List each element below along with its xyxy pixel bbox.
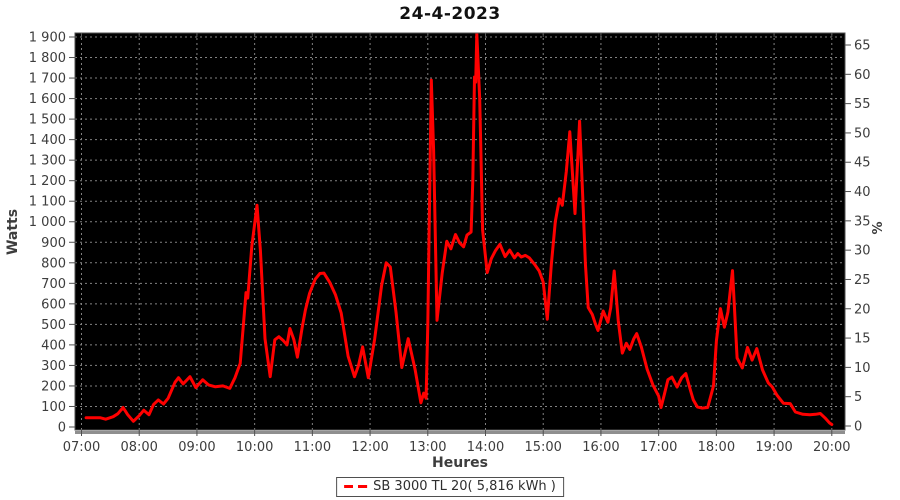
svg-text:600: 600 (41, 297, 66, 312)
svg-text:16:00: 16:00 (582, 440, 619, 455)
y-axis-left-title: Watts (5, 209, 21, 255)
svg-text:11:00: 11:00 (294, 440, 331, 455)
y-axis-left: 0 100 200 300 400 500 600 700 800 900 1 000 1 100 1 … (29, 31, 75, 436)
svg-text:13:00: 13:00 (409, 440, 446, 455)
svg-text:0: 0 (58, 421, 66, 436)
svg-text:500: 500 (41, 318, 66, 333)
y-axis-right: 0 5 10 15 20 25 30 35 40 45 50 55 60 65 (845, 39, 871, 435)
svg-text:700: 700 (41, 277, 66, 292)
svg-text:0: 0 (854, 420, 862, 435)
power-series-line (84, 33, 834, 426)
plot-bottom-edge (75, 431, 845, 434)
svg-text:50: 50 (854, 126, 871, 141)
svg-text:15:00: 15:00 (524, 440, 561, 455)
svg-text:25: 25 (854, 273, 871, 288)
svg-text:400: 400 (41, 338, 66, 353)
y-axis-right-title: % (871, 221, 886, 234)
svg-text:1 500: 1 500 (29, 113, 66, 128)
svg-text:45: 45 (854, 156, 871, 171)
svg-text:1 100: 1 100 (29, 195, 66, 210)
legend: SB 3000 TL 20( 5,816 kWh ) (336, 477, 564, 497)
svg-text:40: 40 (854, 185, 871, 200)
svg-text:10:00: 10:00 (236, 440, 273, 455)
chart-title: 24-4-2023 (399, 4, 501, 24)
svg-text:60: 60 (854, 68, 871, 83)
x-axis: 07:00 08:00 09:00 10:00 11:00 12:00 13:00 14:00… (63, 33, 851, 455)
svg-text:14:00: 14:00 (467, 440, 504, 455)
svg-text:1 700: 1 700 (29, 72, 66, 87)
x-axis-title: Heures (432, 455, 488, 471)
svg-text:30: 30 (854, 244, 871, 259)
svg-text:5: 5 (854, 390, 862, 405)
svg-text:12:00: 12:00 (351, 440, 388, 455)
svg-text:15: 15 (854, 332, 871, 347)
plot-area[interactable] (75, 33, 845, 430)
svg-text:10: 10 (854, 361, 871, 376)
svg-text:100: 100 (41, 400, 66, 415)
svg-text:55: 55 (854, 97, 871, 112)
svg-text:08:00: 08:00 (120, 440, 157, 455)
svg-text:800: 800 (41, 256, 66, 271)
svg-text:65: 65 (854, 39, 871, 54)
svg-text:35: 35 (854, 214, 871, 229)
svg-text:17:00: 17:00 (640, 440, 677, 455)
svg-text:19:00: 19:00 (755, 440, 792, 455)
legend-label: SB 3000 TL 20( 5,816 kWh ) (373, 479, 556, 494)
svg-text:20: 20 (854, 302, 871, 317)
svg-text:1 900: 1 900 (29, 31, 66, 46)
svg-text:1 800: 1 800 (29, 51, 66, 66)
svg-text:1 400: 1 400 (29, 133, 66, 148)
plot-border (74, 32, 846, 431)
svg-text:18:00: 18:00 (698, 440, 735, 455)
svg-text:900: 900 (41, 236, 66, 251)
svg-text:1 600: 1 600 (29, 92, 66, 107)
svg-text:09:00: 09:00 (178, 440, 215, 455)
svg-text:20:00: 20:00 (813, 440, 850, 455)
svg-text:07:00: 07:00 (63, 440, 100, 455)
svg-text:200: 200 (41, 379, 66, 394)
svg-text:300: 300 (41, 359, 66, 374)
legend-line-sample (344, 485, 368, 488)
svg-text:1 000: 1 000 (29, 215, 66, 230)
svg-text:1 200: 1 200 (29, 174, 66, 189)
svg-text:1 300: 1 300 (29, 154, 66, 169)
